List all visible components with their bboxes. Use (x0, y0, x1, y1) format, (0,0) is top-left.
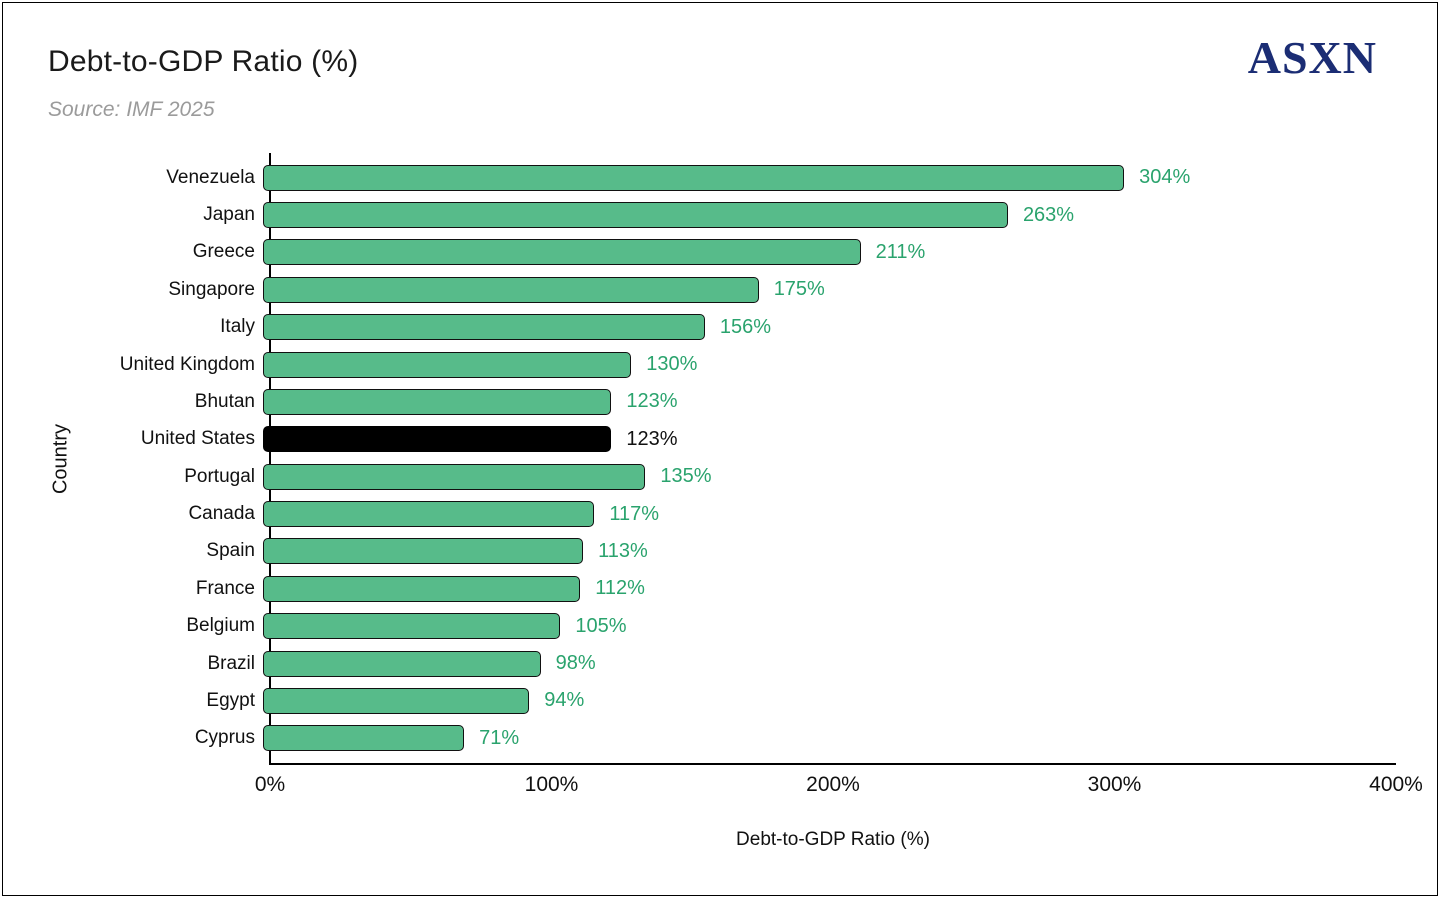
bar-zone: 135% (263, 458, 1396, 495)
bar-zone: 71% (263, 720, 1396, 757)
chart-source-subtitle: Source: IMF 2025 (48, 98, 215, 121)
category-label: Spain (206, 540, 255, 562)
chart-row: Portugal 135% (3, 458, 1396, 495)
value-label: 123% (626, 427, 678, 450)
value-label: 117% (609, 502, 660, 525)
category-label: United Kingdom (119, 353, 255, 375)
chart-row: Greece 211% (3, 234, 1396, 271)
bar-zone: 211% (263, 234, 1396, 271)
value-label: 94% (544, 689, 585, 712)
y-axis-title: Country (49, 423, 72, 495)
x-axis-title: Debt-to-GDP Ratio (%) (736, 829, 930, 850)
value-label: 98% (555, 652, 596, 675)
chart-row: United Kingdom 130% (3, 346, 1396, 383)
category-label: Canada (188, 503, 255, 525)
chart-row: Belgium 105% (3, 608, 1396, 645)
value-label: 156% (719, 315, 772, 338)
chart-row: Bhutan 123% (3, 383, 1396, 420)
bar-zone: 123% (263, 383, 1396, 420)
bar-zone: 98% (263, 645, 1396, 682)
bar-zone: 113% (263, 533, 1396, 570)
chart-row: Venezuela 304% (3, 159, 1396, 196)
x-tick-label: 100% (524, 773, 579, 796)
bar-zone: 94% (263, 682, 1396, 719)
bar-zone: 112% (263, 570, 1396, 607)
chart-rows: Venezuela 304% Japan 263% Greece 211% Si… (3, 153, 1396, 765)
category-label: Portugal (184, 465, 255, 487)
chart-row: Italy 156% (3, 309, 1396, 346)
value-label: 175% (773, 278, 825, 301)
value-label: 71% (479, 726, 520, 749)
x-tick-label: 400% (1369, 773, 1423, 796)
chart-row: Cyprus 71% (3, 720, 1396, 757)
bar (263, 164, 1125, 191)
bar (263, 538, 584, 565)
bar-zone: 105% (263, 608, 1396, 645)
value-label: 105% (575, 614, 627, 637)
chart-row: United States 123% (3, 421, 1396, 458)
bar (263, 314, 705, 341)
value-label: 112% (595, 577, 645, 600)
bar (263, 276, 759, 303)
category-label: Brazil (207, 652, 255, 674)
category-label: Belgium (186, 615, 255, 637)
chart-row: Singapore 175% (3, 271, 1396, 308)
bar (263, 351, 632, 378)
bar-zone: 263% (263, 196, 1396, 233)
bar-zone: 175% (263, 271, 1396, 308)
chart-row: Japan 263% (3, 196, 1396, 233)
bar (263, 202, 1008, 229)
asxn-logo: ASXN (1247, 32, 1377, 83)
bar (263, 501, 595, 528)
category-label: Italy (220, 316, 255, 338)
chart-row: Canada 117% (3, 495, 1396, 532)
bar (263, 613, 561, 640)
chart-title: Debt-to-GDP Ratio (%) (48, 45, 359, 78)
value-label: 304% (1139, 166, 1191, 189)
value-label: 135% (660, 465, 712, 488)
value-label: 113% (598, 539, 648, 562)
bar-zone: 117% (263, 495, 1396, 532)
category-label: Greece (192, 241, 255, 263)
x-tick-label: 300% (1087, 773, 1142, 796)
bar (263, 239, 861, 266)
value-label: 123% (626, 390, 678, 413)
category-label: Cyprus (194, 727, 255, 749)
bar (263, 575, 581, 602)
category-label: Japan (203, 204, 255, 226)
plot-axes-frame (269, 153, 1396, 765)
value-label: 211% (875, 240, 926, 263)
x-tick-label: 200% (806, 773, 860, 796)
category-label: Singapore (168, 278, 255, 300)
value-label: 263% (1022, 203, 1075, 226)
chart-row: Brazil 98% (3, 645, 1396, 682)
chart-row: France 112% (3, 570, 1396, 607)
x-tick-label: 0% (254, 773, 286, 796)
bar (263, 388, 612, 415)
bar-zone: 130% (263, 346, 1396, 383)
value-label: 130% (646, 353, 698, 376)
bar-zone: 304% (263, 159, 1396, 196)
chart-row: Spain 113% (3, 533, 1396, 570)
bar (263, 463, 646, 490)
chart-row: Egypt 94% (3, 682, 1396, 719)
bar-zone: 123% (263, 421, 1396, 458)
category-label: United States (140, 428, 255, 450)
category-label: Venezuela (166, 166, 255, 188)
x-ticks: 0% 100% 200% 300% 400% (255, 773, 1423, 803)
bar (263, 725, 465, 752)
bar (263, 426, 612, 453)
bar (263, 650, 541, 677)
bar-zone: 156% (263, 309, 1396, 346)
category-label: Bhutan (194, 390, 255, 412)
category-label: France (195, 577, 255, 599)
bar (263, 687, 530, 714)
category-label: Egypt (206, 689, 255, 711)
